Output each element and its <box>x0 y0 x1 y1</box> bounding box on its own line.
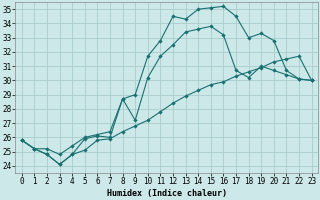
X-axis label: Humidex (Indice chaleur): Humidex (Indice chaleur) <box>107 189 227 198</box>
